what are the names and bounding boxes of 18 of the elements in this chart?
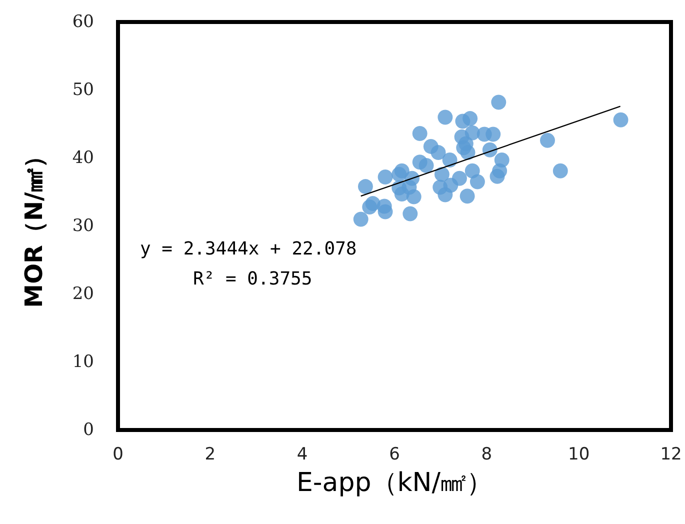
- annotation: R² = 0.3755: [193, 268, 312, 290]
- y-tick-label: 10: [72, 352, 94, 372]
- x-tick-label: 10: [568, 444, 590, 464]
- y-tick-label: 40: [72, 148, 94, 168]
- x-tick-label: 12: [660, 444, 682, 464]
- annotation: y = 2.3444x + 22.078: [140, 238, 357, 260]
- x-tick-label: 4: [296, 444, 308, 464]
- y-axis-title: MOR（N/㎟）: [20, 144, 48, 308]
- y-tick-label: 60: [72, 12, 94, 32]
- x-tick-label: 6: [389, 444, 400, 464]
- x-tick-label: 2: [204, 444, 216, 464]
- y-tick-label: 0: [83, 420, 94, 440]
- y-tick-label: 20: [72, 284, 94, 304]
- y-tick-label: 30: [72, 216, 94, 236]
- x-axis-title: E-app（kN/㎟）: [296, 468, 493, 498]
- y-tick-label: 50: [72, 80, 94, 100]
- x-tick-label: 8: [481, 444, 492, 464]
- x-tick-label: 0: [112, 444, 124, 464]
